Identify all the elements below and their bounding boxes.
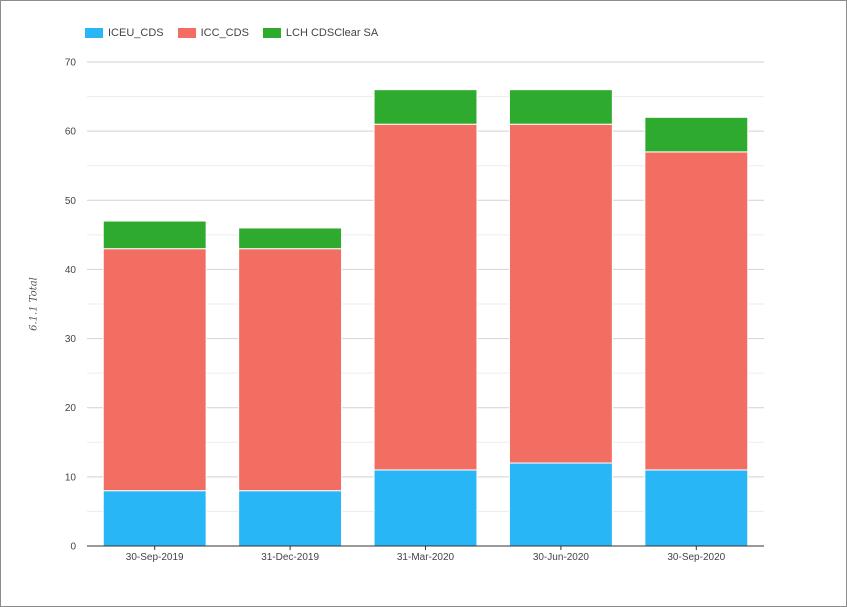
bar-segment-icc-cds[interactable] bbox=[238, 248, 343, 492]
axes: 0 10 20 30 40 50 60 70 30-Sep-2019 31-Dec-2019 31-… bbox=[65, 58, 764, 563]
bar-segment-iceu-cds[interactable] bbox=[644, 469, 749, 547]
legend-swatch-iceu-cds bbox=[85, 28, 103, 38]
bar-segment-icc-cds[interactable] bbox=[644, 151, 749, 471]
y-tick-label: 40 bbox=[65, 265, 77, 276]
x-tick-label: 30-Sep-2020 bbox=[667, 552, 725, 563]
bar-segment-lch-cdsclear-sa[interactable] bbox=[508, 89, 613, 125]
y-tick-label: 70 bbox=[65, 58, 77, 69]
bar-segment-iceu-cds[interactable] bbox=[373, 469, 478, 547]
bar-segment-icc-cds[interactable] bbox=[508, 123, 613, 464]
legend-swatch-icc-cds bbox=[177, 28, 196, 38]
bar-segment-lch-cdsclear-sa[interactable] bbox=[102, 220, 207, 250]
bar-segment-iceu-cds[interactable] bbox=[102, 490, 207, 547]
y-tick-label: 10 bbox=[65, 472, 77, 483]
bar-segment-icc-cds[interactable] bbox=[373, 123, 478, 471]
legend-item-iceu-cds[interactable]: ICEU_CDS bbox=[85, 27, 164, 39]
y-tick-label: 20 bbox=[65, 403, 77, 414]
bar-segment-lch-cdsclear-sa[interactable] bbox=[238, 227, 343, 250]
bars bbox=[102, 89, 749, 547]
legend-label-lch-cdsclear: LCH CDSClear SA bbox=[285, 27, 379, 39]
x-tick-label: 30-Sep-2019 bbox=[126, 552, 184, 563]
x-tick-label: 30-Jun-2020 bbox=[533, 552, 590, 563]
y-tick-label: 50 bbox=[65, 196, 77, 207]
legend-label-icc-cds: ICC_CDS bbox=[200, 27, 249, 39]
y-tick-label: 60 bbox=[65, 127, 77, 138]
bar-segment-icc-cds[interactable] bbox=[102, 248, 207, 492]
x-tick-label: 31-Dec-2019 bbox=[261, 552, 319, 563]
y-tick-label: 30 bbox=[65, 334, 77, 345]
legend-item-icc-cds[interactable]: ICC_CDS bbox=[177, 27, 249, 39]
legend: ICEU_CDS ICC_CDS LCH CDSClear SA bbox=[85, 27, 392, 39]
bar-segment-lch-cdsclear-sa[interactable] bbox=[644, 116, 749, 153]
bar-segment-lch-cdsclear-sa[interactable] bbox=[373, 89, 478, 125]
legend-label-iceu-cds: ICEU_CDS bbox=[108, 27, 164, 39]
bar-segment-iceu-cds[interactable] bbox=[508, 462, 613, 547]
legend-swatch-lch-cdsclear bbox=[262, 28, 281, 38]
y-tick-label: 0 bbox=[70, 542, 76, 553]
legend-item-lch-cdsclear[interactable]: LCH CDSClear SA bbox=[262, 27, 379, 39]
x-tick-label: 31-Mar-2020 bbox=[397, 552, 455, 563]
bar-segment-iceu-cds[interactable] bbox=[238, 490, 343, 547]
